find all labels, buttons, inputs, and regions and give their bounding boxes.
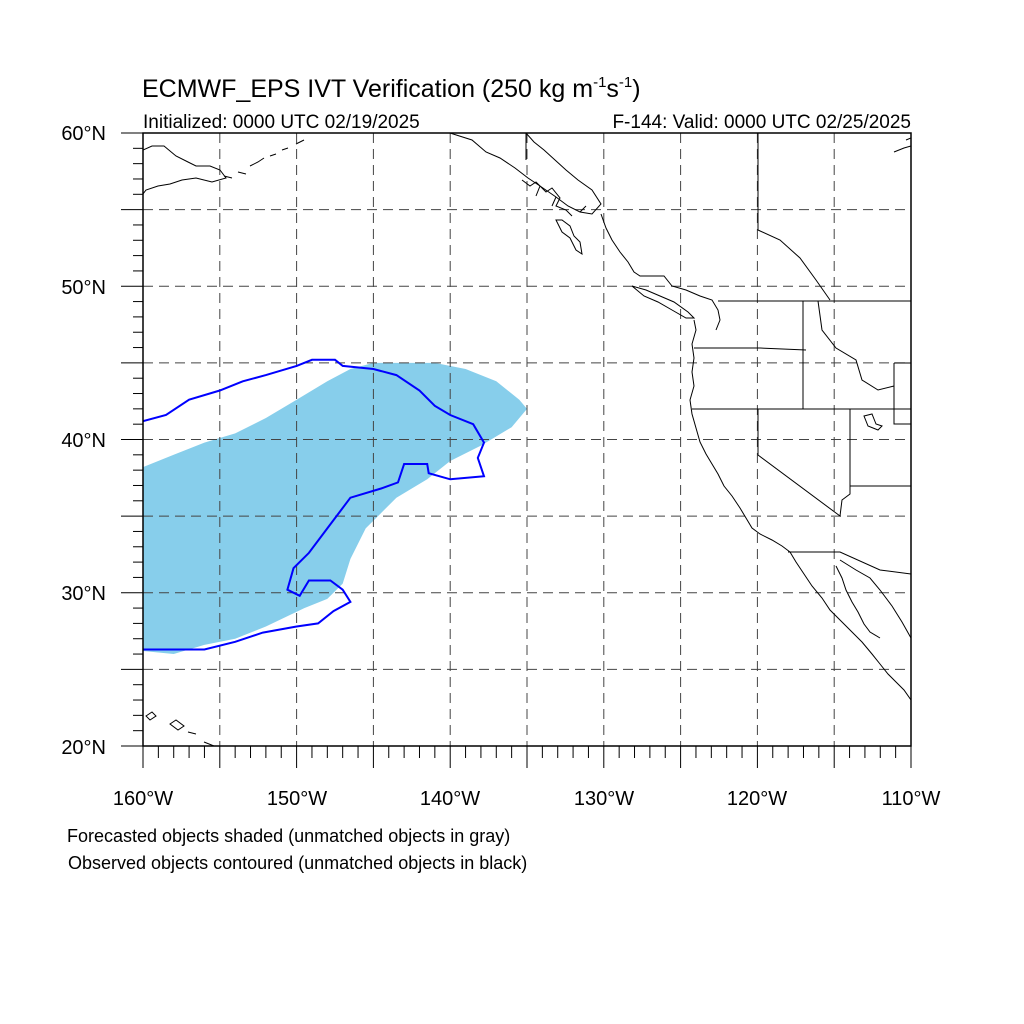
observed-contour xyxy=(143,358,486,651)
us-west-coastline xyxy=(689,319,791,553)
coastlines xyxy=(143,133,911,746)
lat-label-50n: 50°N xyxy=(61,277,106,299)
canada-alberta-border xyxy=(757,133,831,301)
lat-label-20n: 20°N xyxy=(61,737,106,759)
washington-oregon-border xyxy=(694,347,807,351)
great-salt-lake xyxy=(863,413,883,431)
title-exponent-2: -1 xyxy=(619,74,632,91)
nevada-border xyxy=(757,409,851,517)
lon-label-120w: 120°W xyxy=(727,788,787,810)
lat-label-30n: 30°N xyxy=(61,583,106,605)
lat-label-60n: 60°N xyxy=(61,123,106,145)
lat-label-40n: 40°N xyxy=(61,430,106,452)
lon-label-160w: 160°W xyxy=(113,788,173,810)
map-title: ECMWF_EPS IVT Verification (250 kg m-1s-… xyxy=(142,74,641,103)
observed-legend-note: Observed objects contoured (unmatched ob… xyxy=(68,853,527,873)
russia-coast xyxy=(143,145,227,195)
forecast-object-layer xyxy=(143,362,527,654)
forecast-legend-note: Forecasted objects shaded (unmatched obj… xyxy=(67,826,510,846)
axis-ticks xyxy=(121,132,912,768)
us-mexico-border xyxy=(788,551,911,575)
canada-inlets xyxy=(535,185,587,213)
hawaii-islands xyxy=(145,711,215,746)
vancouver-island xyxy=(631,285,696,319)
political-borders xyxy=(525,133,911,575)
lon-label-140w: 140°W xyxy=(420,788,480,810)
bc-coastline xyxy=(600,213,721,331)
lon-label-110w: 110°W xyxy=(882,788,941,810)
idaho-montana-border xyxy=(817,300,895,391)
mexico-mainland-coast xyxy=(839,559,911,639)
graticule-lines xyxy=(143,133,911,746)
baja-california xyxy=(789,551,911,701)
title-exponent-1: -1 xyxy=(593,74,606,91)
forecast-object xyxy=(143,362,527,654)
observed-object-layer xyxy=(143,358,486,651)
alaska-inland xyxy=(893,137,911,153)
init-time-subtitle: Initialized: 0000 UTC 02/19/2025 xyxy=(143,112,420,133)
lon-label-130w: 130°W xyxy=(574,788,634,810)
wyoming-box xyxy=(893,362,911,425)
plot-area xyxy=(143,133,911,746)
valid-time-subtitle: F-144: Valid: 0000 UTC 02/25/2025 xyxy=(612,112,911,133)
lon-label-150w: 150°W xyxy=(267,788,327,810)
alaska-panhandle-islands xyxy=(521,179,583,256)
aleutian-islands xyxy=(223,139,305,179)
